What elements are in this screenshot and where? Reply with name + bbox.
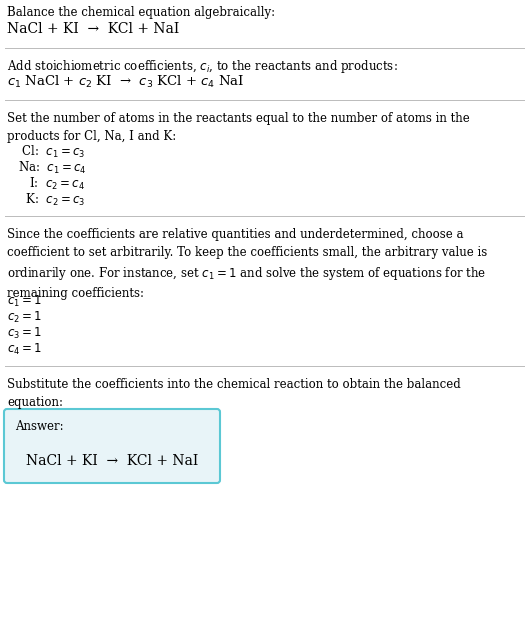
Text: NaCl + KI  →  KCl + NaI: NaCl + KI → KCl + NaI — [26, 454, 198, 468]
Text: Na:  $c_1 = c_4$: Na: $c_1 = c_4$ — [18, 160, 86, 176]
Text: Cl:  $c_1 = c_3$: Cl: $c_1 = c_3$ — [18, 144, 85, 160]
Text: Set the number of atoms in the reactants equal to the number of atoms in the
pro: Set the number of atoms in the reactants… — [7, 112, 470, 143]
Text: Since the coefficients are relative quantities and underdetermined, choose a
coe: Since the coefficients are relative quan… — [7, 228, 487, 300]
Text: NaCl + KI  →  KCl + NaI: NaCl + KI → KCl + NaI — [7, 22, 179, 36]
Text: $c_2 = 1$: $c_2 = 1$ — [7, 310, 42, 325]
Text: I:  $c_2 = c_4$: I: $c_2 = c_4$ — [18, 176, 85, 192]
FancyBboxPatch shape — [4, 409, 220, 483]
Text: Balance the chemical equation algebraically:: Balance the chemical equation algebraica… — [7, 6, 275, 19]
Text: $c_4 = 1$: $c_4 = 1$ — [7, 342, 42, 357]
Text: K:  $c_2 = c_3$: K: $c_2 = c_3$ — [18, 192, 85, 208]
Text: $c_3 = 1$: $c_3 = 1$ — [7, 326, 42, 341]
Text: Answer:: Answer: — [15, 420, 63, 433]
Text: $c_1 = 1$: $c_1 = 1$ — [7, 294, 42, 309]
Text: $c_1$ NaCl + $c_2$ KI  →  $c_3$ KCl + $c_4$ NaI: $c_1$ NaCl + $c_2$ KI → $c_3$ KCl + $c_4… — [7, 74, 244, 90]
Text: Substitute the coefficients into the chemical reaction to obtain the balanced
eq: Substitute the coefficients into the che… — [7, 378, 461, 409]
Text: Add stoichiometric coefficients, $c_i$, to the reactants and products:: Add stoichiometric coefficients, $c_i$, … — [7, 58, 398, 75]
